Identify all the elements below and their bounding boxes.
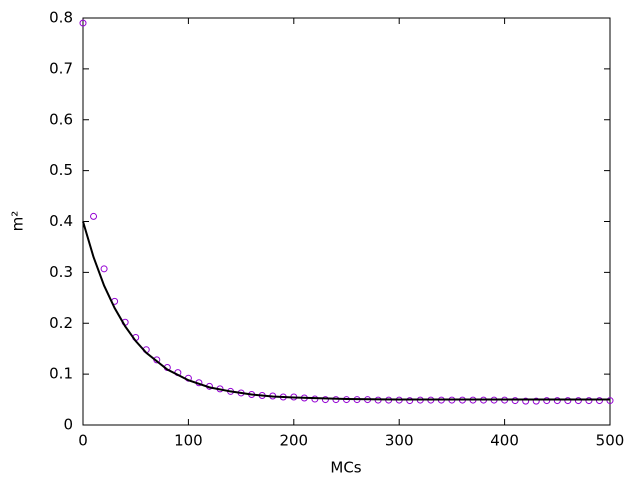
- data-point: [522, 397, 530, 405]
- data-point: [90, 212, 98, 220]
- data-point: [585, 397, 593, 405]
- y-tick-label: 0.4: [49, 212, 73, 230]
- data-point: [321, 396, 329, 404]
- x-tick-label: 500: [596, 432, 625, 450]
- y-tick-label: 0.7: [49, 59, 73, 77]
- data-point: [532, 397, 540, 405]
- data-point: [574, 397, 582, 405]
- y-tick-label: 0.6: [49, 110, 73, 128]
- data-point: [511, 397, 519, 405]
- data-point: [553, 397, 561, 405]
- data-point: [595, 397, 603, 405]
- data-point: [606, 397, 614, 405]
- plot-frame: [82, 17, 611, 426]
- y-tick-label: 0.2: [49, 314, 73, 332]
- x-tick-label: 100: [174, 432, 203, 450]
- y-axis-label: m²: [9, 211, 27, 232]
- x-tick-label: 0: [78, 432, 88, 450]
- data-point: [406, 397, 414, 405]
- y-tick-label: 0.5: [49, 161, 73, 179]
- x-tick-label: 300: [385, 432, 414, 450]
- y-tick-label: 0: [63, 416, 73, 434]
- x-axis-label: MCs: [330, 459, 361, 477]
- data-point: [564, 397, 572, 405]
- data-point: [543, 397, 551, 405]
- y-tick-label: 0.3: [49, 263, 73, 281]
- y-tick-label: 0.8: [49, 9, 73, 27]
- x-tick-label: 200: [279, 432, 308, 450]
- data-point: [79, 19, 87, 27]
- fit-line: [82, 221, 610, 401]
- data-point: [100, 265, 108, 273]
- x-tick-label: 400: [490, 432, 519, 450]
- y-tick-label: 0.1: [49, 365, 73, 383]
